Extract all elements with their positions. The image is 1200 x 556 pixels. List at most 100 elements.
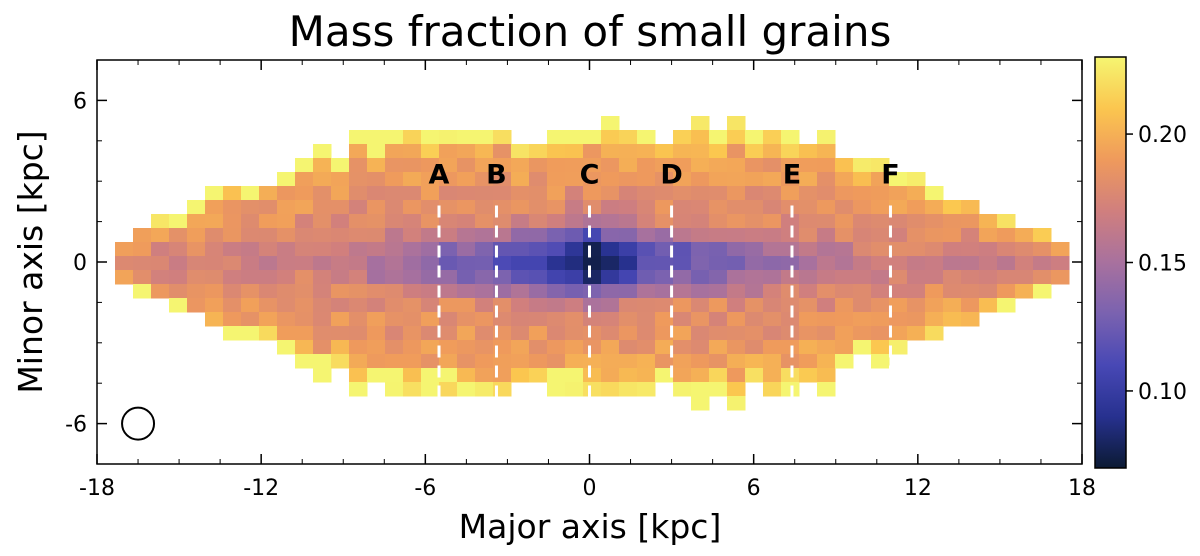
heatmap-cell: [583, 326, 602, 341]
heatmap-cell: [475, 144, 494, 159]
heatmap-cell: [259, 284, 278, 299]
heatmap-cell: [853, 270, 872, 285]
cut-label-e: E: [783, 159, 801, 190]
heatmap-cell: [655, 242, 674, 257]
heatmap-cell: [1015, 284, 1034, 299]
heatmap-cell: [871, 172, 890, 187]
heatmap-cell: [655, 368, 674, 383]
heatmap-cell: [349, 172, 368, 187]
heatmap-cell: [871, 158, 890, 173]
heatmap-cell: [259, 312, 278, 327]
heatmap-cell: [529, 312, 548, 327]
heatmap-cell: [799, 144, 818, 159]
heatmap-cell: [403, 144, 422, 159]
heatmap-cell: [727, 354, 746, 369]
heatmap-cell: [529, 368, 548, 383]
colorbar-tick-label: 0.10: [1138, 380, 1187, 405]
heatmap-cell: [673, 256, 692, 271]
heatmap-cell: [187, 298, 206, 313]
heatmap-cell: [583, 298, 602, 313]
heatmap-cell: [493, 214, 512, 229]
heatmap-cell: [241, 242, 260, 257]
heatmap-cell: [709, 172, 728, 187]
heatmap-cell: [763, 354, 782, 369]
heatmap-cell: [475, 130, 494, 145]
heatmap-cell: [601, 312, 620, 327]
heatmap-cell: [727, 200, 746, 215]
heatmap-cell: [133, 256, 152, 271]
heatmap-cell: [331, 312, 350, 327]
heatmap-cell: [385, 312, 404, 327]
heatmap-cell: [295, 270, 314, 285]
heatmap-cell: [223, 326, 242, 341]
heatmap-cell: [385, 172, 404, 187]
heatmap-cell: [601, 228, 620, 243]
heatmap-cell: [457, 158, 476, 173]
heatmap-cell: [475, 242, 494, 257]
heatmap-cell: [385, 284, 404, 299]
heatmap-cell: [619, 186, 638, 201]
heatmap-cell: [655, 298, 674, 313]
heatmap-cell: [691, 368, 710, 383]
heatmap-cell: [655, 172, 674, 187]
heatmap-cell: [331, 326, 350, 341]
heatmap-cell: [925, 200, 944, 215]
heatmap-cell: [637, 144, 656, 159]
heatmap-cell: [259, 186, 278, 201]
heatmap-cell: [817, 284, 836, 299]
heatmap-cell: [817, 158, 836, 173]
heatmap-cell: [637, 298, 656, 313]
heatmap-cell: [925, 298, 944, 313]
heatmap-cell: [439, 242, 458, 257]
heatmap-cell: [475, 354, 494, 369]
heatmap-cell: [871, 298, 890, 313]
cut-label-c: C: [580, 159, 600, 190]
heatmap-cell: [709, 242, 728, 257]
heatmap-cell: [601, 214, 620, 229]
heatmap-cell: [547, 130, 566, 145]
heatmap-cell: [439, 186, 458, 201]
heatmap-cell: [781, 312, 800, 327]
heatmap-cell: [601, 116, 620, 131]
heatmap-cell: [709, 158, 728, 173]
heatmap-cell: [979, 270, 998, 285]
heatmap-cell: [151, 214, 170, 229]
heatmap-cell: [547, 172, 566, 187]
heatmap-cell: [709, 256, 728, 271]
heatmap-cell: [601, 298, 620, 313]
heatmap-cell: [781, 326, 800, 341]
heatmap-cell: [745, 340, 764, 355]
heatmap-cell: [817, 144, 836, 159]
heatmap-cell: [511, 312, 530, 327]
heatmap-cell: [259, 270, 278, 285]
heatmap-cell: [547, 284, 566, 299]
heatmap-cell: [925, 326, 944, 341]
heatmap-cell: [583, 256, 602, 271]
heatmap-cell: [781, 382, 800, 397]
heatmap-cell: [547, 186, 566, 201]
heatmap-cell: [853, 326, 872, 341]
heatmap-cell: [583, 354, 602, 369]
heatmap-cell: [313, 284, 332, 299]
heatmap-cell: [997, 284, 1016, 299]
heatmap-cell: [493, 186, 512, 201]
heatmap-cell: [727, 368, 746, 383]
heatmap-cell: [871, 186, 890, 201]
heatmap-cell: [349, 382, 368, 397]
heatmap-cell: [637, 368, 656, 383]
heatmap-cell: [367, 158, 386, 173]
heatmap-cell: [871, 200, 890, 215]
heatmap-cell: [727, 158, 746, 173]
heatmap-cell: [835, 354, 854, 369]
heatmap-cell: [763, 242, 782, 257]
heatmap-cell: [313, 312, 332, 327]
heatmap-cell: [745, 172, 764, 187]
heatmap-cell: [853, 228, 872, 243]
heatmap-cell: [997, 298, 1016, 313]
heatmap-cell: [979, 242, 998, 257]
heatmap-cell: [1033, 284, 1052, 299]
heatmap-cell: [313, 214, 332, 229]
heatmap-cell: [907, 326, 926, 341]
heatmap-cell: [601, 144, 620, 159]
heatmap-cell: [673, 130, 692, 145]
